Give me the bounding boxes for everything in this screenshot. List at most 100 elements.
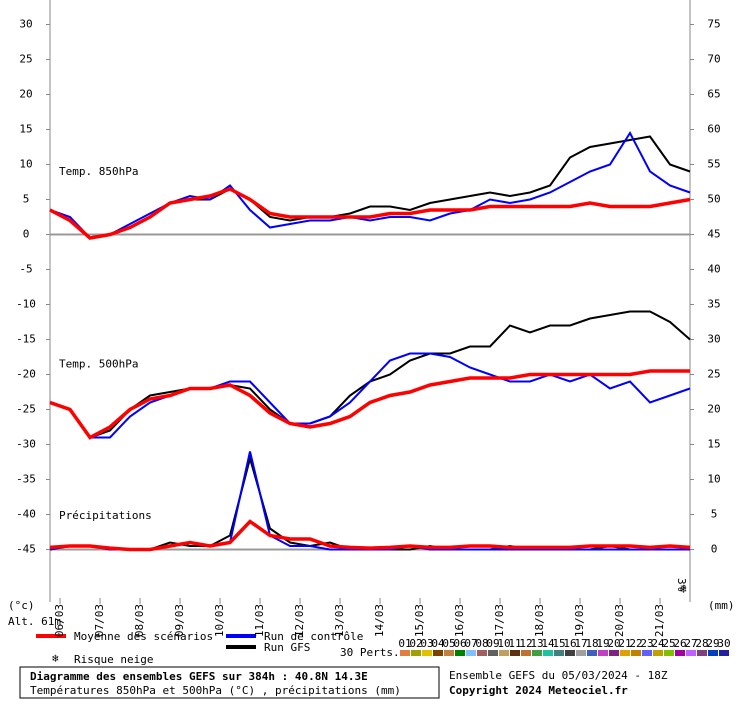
y2-tick-label: 55	[707, 158, 720, 171]
y2-tick-label: 15	[707, 438, 720, 451]
member-label: 03	[420, 637, 433, 650]
y2-tick-label: 35	[707, 298, 720, 311]
footer-subtitle: Températures 850hPa et 500hPa (°C) , pré…	[30, 684, 401, 697]
y2-tick-label: 30	[707, 333, 720, 346]
member-swatch	[488, 650, 498, 656]
member-label: 17	[574, 637, 587, 650]
y-tick-label: -5	[19, 263, 32, 276]
y-tick-label: 30	[19, 18, 32, 31]
member-swatch	[686, 650, 696, 656]
member-swatch	[576, 650, 586, 656]
x-tick-label: 20/03	[613, 604, 626, 637]
member-label: 01	[398, 637, 411, 650]
member-label: 26	[673, 637, 686, 650]
y-tick-label: -45	[16, 543, 36, 556]
y2-tick-label: 0	[711, 543, 718, 556]
member-swatch	[719, 650, 729, 656]
member-label: 16	[563, 637, 576, 650]
member-label: 15	[552, 637, 565, 650]
member-label: 08	[475, 637, 488, 650]
y-tick-label: 10	[19, 158, 32, 171]
member-label: 29	[706, 637, 719, 650]
footer-box	[19, 666, 440, 699]
y2-tick-label: 10	[707, 473, 720, 486]
snow-pct: 3%	[675, 578, 688, 592]
y2-tick-label: 5	[711, 508, 718, 521]
y2-tick-label: 60	[707, 123, 720, 136]
y-tick-label: -20	[16, 368, 36, 381]
legend-gfs: Run GFS	[264, 641, 310, 654]
member-swatch	[411, 650, 421, 656]
x-tick-label: 07/03	[93, 604, 106, 637]
legend-perts: 30 Perts.	[340, 646, 400, 659]
x-tick-label: 18/03	[533, 604, 546, 637]
y-tick-label: -25	[16, 403, 36, 416]
x-tick-label: 17/03	[493, 604, 506, 637]
series-line	[49, 187, 691, 240]
member-swatch	[565, 650, 575, 656]
member-swatch	[554, 650, 564, 656]
y-tick-label: 15	[19, 123, 32, 136]
member-swatch	[609, 650, 619, 656]
member-swatch	[675, 650, 685, 656]
member-swatch	[510, 650, 520, 656]
series-line	[49, 519, 691, 552]
member-label: 28	[695, 637, 708, 650]
x-tick-label: 11/03	[253, 604, 266, 637]
y2-tick-label: 45	[707, 228, 720, 241]
altitude: Alt. 61m	[8, 615, 61, 628]
member-label: 09	[486, 637, 499, 650]
panel-label: Temp. 500hPa	[59, 358, 138, 371]
y-tick-label: -40	[16, 508, 36, 521]
member-swatch	[400, 650, 410, 656]
y-tick-label: -30	[16, 438, 36, 451]
member-swatch	[466, 650, 476, 656]
snow-legend-icon: ❄	[52, 652, 59, 665]
y-tick-label: -35	[16, 473, 36, 486]
member-swatch	[664, 650, 674, 656]
y-tick-label: 5	[23, 193, 30, 206]
member-label: 22	[629, 637, 642, 650]
member-swatch	[642, 650, 652, 656]
member-label: 27	[684, 637, 697, 650]
x-tick-label: 15/03	[413, 604, 426, 637]
x-tick-label: 16/03	[453, 604, 466, 637]
member-swatch	[631, 650, 641, 656]
x-tick-label: 14/03	[373, 604, 386, 637]
legend-control: Run de contrôle	[264, 630, 363, 643]
footer-title: Diagramme des ensembles GEFS sur 384h : …	[30, 670, 368, 683]
y2-tick-label: 50	[707, 193, 720, 206]
member-swatch	[653, 650, 663, 656]
member-label: 18	[585, 637, 598, 650]
y2-tick-label: 20	[707, 403, 720, 416]
y2-tick-label: 75	[707, 18, 720, 31]
member-swatch	[477, 650, 487, 656]
y2-tick-label: 25	[707, 368, 720, 381]
member-swatch	[422, 650, 432, 656]
footer-copyright: Copyright 2024 Meteociel.fr	[449, 684, 628, 697]
member-label: 12	[519, 637, 532, 650]
y-tick-label: 25	[19, 53, 32, 66]
x-tick-label: 21/03	[653, 604, 666, 637]
y-tick-label: 0	[23, 228, 30, 241]
member-swatch	[521, 650, 531, 656]
member-label: 07	[464, 637, 477, 650]
y-tick-label: 20	[19, 88, 32, 101]
member-swatch	[499, 650, 509, 656]
member-label: 30	[717, 637, 730, 650]
y2-tick-label: 40	[707, 263, 720, 276]
y2-tick-label: 65	[707, 88, 720, 101]
y-tick-label: -10	[16, 298, 36, 311]
member-label: 10	[497, 637, 510, 650]
member-label: 20	[607, 637, 620, 650]
right-unit: (mm)	[708, 599, 735, 612]
x-tick-label: 10/03	[213, 604, 226, 637]
x-tick-label: 19/03	[573, 604, 586, 637]
x-tick-label: 09/03	[173, 604, 186, 637]
member-label: 25	[662, 637, 675, 650]
series-line	[49, 130, 691, 240]
member-swatch	[708, 650, 718, 656]
series-line	[49, 369, 690, 440]
member-label: 13	[530, 637, 543, 650]
